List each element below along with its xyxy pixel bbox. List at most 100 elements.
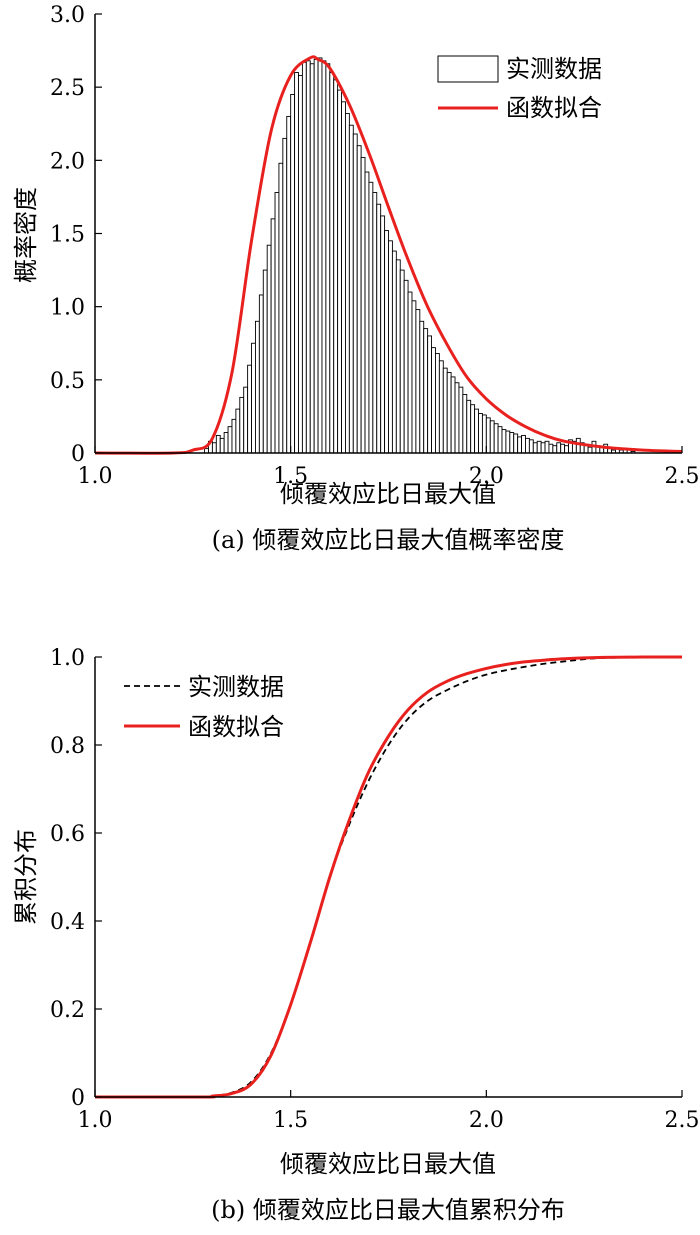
histogram-bar	[540, 442, 546, 454]
x-tick-label: 2.5	[665, 1108, 700, 1133]
histogram-bar	[556, 442, 562, 454]
y-tick-label: 1.0	[50, 646, 85, 671]
histogram-bar	[305, 60, 311, 454]
histogram-bar	[341, 101, 346, 454]
axis-ticks: 1.0 1.5 2.0 2.5 0 0.5 1.0 1.5 2.0 2.5 3.0	[50, 3, 700, 489]
histogram-bar	[438, 360, 444, 454]
histogram-bar	[548, 443, 554, 454]
y-tick-label: 0.5	[50, 369, 85, 394]
histogram-bar	[446, 372, 452, 454]
histogram-bar	[454, 382, 460, 454]
legend: 实测数据 函数拟合	[437, 55, 602, 122]
legend-label-measured: 实测数据	[506, 55, 602, 83]
y-tick-label: 0	[71, 442, 85, 467]
y-tick-label: 0	[71, 1086, 85, 1111]
histogram-bar	[286, 115, 292, 454]
histogram-bar	[301, 61, 307, 454]
histogram-bar	[450, 376, 456, 454]
x-tick-label: 2.0	[469, 464, 504, 489]
histogram-bar	[427, 335, 432, 454]
histogram-bar	[560, 443, 566, 454]
histogram-bar	[470, 404, 476, 454]
histogram-bar	[215, 434, 221, 454]
histogram-bar	[466, 399, 472, 454]
histogram-bar	[528, 439, 534, 454]
fit-curve	[94, 55, 683, 455]
histogram-bar	[505, 430, 511, 454]
y-tick-label: 2.0	[50, 149, 85, 174]
histogram-bars	[204, 57, 636, 454]
histogram-bar	[313, 58, 319, 454]
histogram-bar	[435, 353, 440, 454]
x-tick-label: 2.5	[665, 464, 700, 489]
histogram-bar	[376, 203, 382, 454]
histogram-bar	[403, 279, 409, 454]
histogram-bar	[458, 386, 464, 454]
histogram-bar	[564, 445, 569, 454]
histogram-bar	[509, 432, 515, 454]
histogram-bar	[423, 328, 429, 454]
histogram-bar	[227, 426, 233, 454]
histogram-bar	[391, 250, 397, 454]
histogram-bar	[352, 133, 358, 454]
measured-cdf-line	[94, 656, 683, 1098]
y-axis-label: 概率密度	[12, 187, 40, 283]
y-axis-label: 累积分布	[12, 829, 40, 925]
histogram-bar	[513, 433, 519, 454]
histogram-bar	[442, 367, 448, 454]
histogram-bar	[231, 418, 237, 454]
y-tick-label: 0.4	[50, 910, 85, 935]
panel-b-cdf-chart: 1.0 1.5 2.0 2.5 0 0.2 0.4 0.6 0.8 1.0 实测数据 函数拟合 倾…	[12, 646, 700, 1224]
y-tick-label: 0.2	[50, 998, 85, 1023]
histogram-bar	[262, 269, 268, 454]
histogram-bar	[395, 259, 401, 454]
histogram-bar	[415, 309, 421, 454]
histogram-bar	[270, 218, 276, 454]
histogram-bar	[521, 434, 526, 454]
histogram-bar	[501, 429, 507, 454]
histogram-bar	[211, 442, 217, 454]
y-tick-label: 3.0	[50, 3, 85, 28]
axes-frame	[94, 657, 682, 1098]
axis-ticks: 1.0 1.5 2.0 2.5 0 0.2 0.4 0.6 0.8 1.0	[50, 646, 700, 1133]
x-tick-label: 1.5	[273, 464, 308, 489]
histogram-bar	[239, 396, 245, 454]
histogram-bar	[337, 89, 342, 454]
x-tick-label: 2.0	[469, 1108, 504, 1133]
histogram-bar	[411, 300, 417, 454]
caption: (a) 倾覆效应比日最大值概率密度	[212, 526, 565, 554]
histogram-bar	[247, 364, 252, 454]
histogram-bar	[254, 320, 260, 454]
histogram-bar	[388, 240, 393, 454]
histogram-bar	[497, 426, 503, 454]
histogram-bar	[294, 72, 299, 454]
histogram-bar	[290, 94, 296, 454]
x-tick-label: 1.0	[78, 1108, 113, 1133]
histogram-bar	[544, 440, 550, 454]
histogram-bar	[348, 124, 354, 454]
histogram-bar	[251, 342, 256, 454]
histogram-bar	[372, 192, 378, 454]
fit-cdf-line	[94, 655, 683, 1099]
legend-label-measured: 实测数据	[188, 673, 284, 701]
histogram-bar	[317, 57, 323, 454]
histogram-bar	[282, 137, 288, 454]
histogram-bar	[532, 442, 538, 454]
histogram-bar	[536, 440, 542, 454]
x-tick-label: 1.0	[78, 464, 113, 489]
histogram-bar	[235, 408, 241, 454]
histogram-bar	[298, 75, 303, 454]
histogram-bar	[525, 437, 530, 454]
histogram-bar	[219, 437, 225, 454]
histogram-bar	[345, 113, 350, 454]
legend-label-fit: 函数拟合	[506, 94, 602, 122]
histogram-bar	[274, 192, 280, 454]
histogram-bar	[474, 408, 479, 454]
panel-a-density-chart: 1.0 1.5 2.0 2.5 0 0.5 1.0 1.5 2.0 2.5 3.0 实测数据 函数拟…	[12, 3, 700, 554]
histogram-bar	[478, 413, 483, 454]
histogram-bar	[223, 432, 229, 454]
histogram-bar	[258, 294, 264, 454]
histogram-bar	[278, 162, 284, 454]
histogram-bar	[325, 63, 331, 454]
